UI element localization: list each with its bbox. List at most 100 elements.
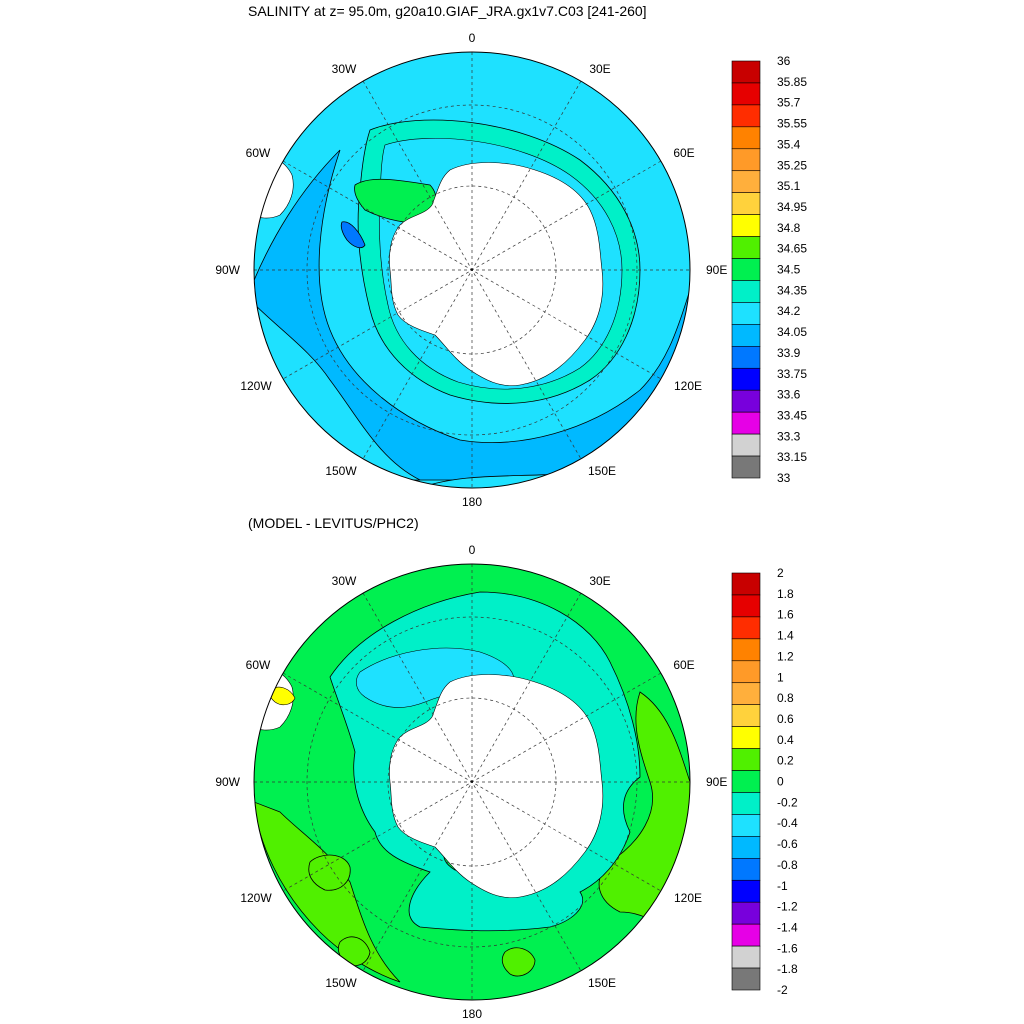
colorbar-label: 1.2 xyxy=(777,649,794,663)
colorbar-label: 33.75 xyxy=(777,367,807,381)
colorbar-label: 33.45 xyxy=(777,408,807,422)
positive-patch-small-3 xyxy=(338,936,371,966)
salinity-map-panel: SALINITY at z= 95.0m, g20a10.GIAF_JRA.gx… xyxy=(215,3,807,509)
colorbar-label: 2 xyxy=(777,566,784,580)
colorbar-swatch xyxy=(731,236,761,259)
colorbar-swatch xyxy=(731,682,761,705)
lon-label-150e: 150E xyxy=(588,464,616,478)
colorbar-swatch xyxy=(731,60,761,84)
longitude-labels: 0 30E 60E 90E 120E 150E 180 150W 120W 90… xyxy=(215,543,727,1021)
colorbar-label: 34.05 xyxy=(777,325,807,339)
colorbar-swatch xyxy=(731,258,761,281)
lon-label-60e: 60E xyxy=(673,658,694,672)
colorbar-label: -0.2 xyxy=(777,795,798,809)
lon-label-30e: 30E xyxy=(589,574,610,588)
colorbar-label: 34.35 xyxy=(777,283,807,297)
colorbar-label: 35.1 xyxy=(777,179,801,193)
colorbar-label: -1.2 xyxy=(777,900,798,914)
colorbar-swatch xyxy=(731,814,761,837)
colorbar-swatch xyxy=(731,638,761,662)
lon-label-0: 0 xyxy=(469,31,476,45)
colorbar-label: 35.4 xyxy=(777,137,801,151)
colorbar-swatch xyxy=(731,726,761,749)
longitude-labels: 0 30E 60E 90E 120E 150E 180 150W 120W 90… xyxy=(215,31,727,509)
colorbar-swatch xyxy=(731,770,761,793)
colorbar-label: 0 xyxy=(777,775,784,789)
colorbar-label: -0.8 xyxy=(777,858,798,872)
map-border xyxy=(253,51,691,489)
colorbar-label: 1.6 xyxy=(777,608,794,622)
lon-label-30w: 30W xyxy=(332,574,357,588)
colorbar-swatch xyxy=(731,104,761,128)
colorbar-swatch xyxy=(731,792,761,815)
colorbar-swatch xyxy=(731,660,761,684)
colorbar-label: 1.4 xyxy=(777,629,794,643)
colorbar-label: 1.8 xyxy=(777,587,794,601)
colorbar-swatch xyxy=(731,945,761,969)
colorbar-label: 34.8 xyxy=(777,221,801,235)
colorbar-swatch xyxy=(731,280,761,303)
colorbar-swatch xyxy=(731,455,761,479)
colorbar-swatch xyxy=(731,967,761,991)
positive-patch-small-2 xyxy=(501,947,536,977)
colorbar-swatch xyxy=(731,433,761,457)
colorbar-swatch xyxy=(731,389,761,413)
fresh-band-pacific xyxy=(254,149,690,481)
lon-label-60w: 60W xyxy=(246,146,271,160)
colorbar-label: -1 xyxy=(777,879,788,893)
lon-label-120e: 120E xyxy=(674,379,702,393)
map-border xyxy=(253,563,691,1001)
salinity-colorbar: 36 35.85 35.7 35.55 35.4 35.25 35.1 34.95 34.8 34… xyxy=(731,54,807,485)
colorbar-label: 33.9 xyxy=(777,346,801,360)
colorbar-label: 0.2 xyxy=(777,754,794,768)
colorbar-label: 1 xyxy=(777,670,784,684)
colorbar-swatch xyxy=(731,324,761,347)
colorbar-label: 34.95 xyxy=(777,200,807,214)
colorbar-swatch xyxy=(731,411,761,435)
colorbar-label: 0.6 xyxy=(777,712,794,726)
positive-patch-small-1 xyxy=(308,854,351,891)
map-title: SALINITY at z= 95.0m, g20a10.GIAF_JRA.gx… xyxy=(248,3,647,19)
colorbar-swatch xyxy=(731,214,761,237)
colorbar-label: 36 xyxy=(777,54,791,68)
colorbar-label: 35.25 xyxy=(777,158,807,172)
antarctica-land xyxy=(389,162,604,386)
lon-label-60e: 60E xyxy=(673,146,694,160)
colorbar-label: 0.4 xyxy=(777,733,794,747)
colorbar-label: 34.5 xyxy=(777,263,801,277)
lon-label-90e: 90E xyxy=(706,775,727,789)
colorbar-label: -0.4 xyxy=(777,816,798,830)
colorbar-label: -2 xyxy=(777,983,788,997)
colorbar-swatch xyxy=(731,302,761,325)
map-title: (MODEL - LEVITUS/PHC2) xyxy=(248,515,419,531)
difference-map-panel: (MODEL - LEVITUS/PHC2) xyxy=(0,512,1024,1024)
colorbar-swatch xyxy=(731,858,761,881)
lon-label-120w: 120W xyxy=(240,891,272,905)
lon-label-120e: 120E xyxy=(674,891,702,905)
colorbar-label: 33.3 xyxy=(777,429,801,443)
peninsula-strip xyxy=(340,221,366,249)
lon-label-90e: 90E xyxy=(706,263,727,277)
colorbar-label: -1.8 xyxy=(777,962,798,976)
colorbar-swatch xyxy=(731,616,761,640)
lon-label-150w: 150W xyxy=(325,464,357,478)
lon-label-90w: 90W xyxy=(215,263,240,277)
lon-label-180: 180 xyxy=(462,1007,482,1021)
colorbar-swatch xyxy=(731,923,761,947)
difference-colorbar: 2 1.8 1.6 1.4 1.2 1 0.8 0.6 0.4 0.2 0 -0.2 -0.4 -0.6 -… xyxy=(731,566,798,997)
lon-label-0: 0 xyxy=(469,543,476,557)
colorbar-label: -0.6 xyxy=(777,837,798,851)
colorbar-swatch xyxy=(731,748,761,771)
colorbar-swatch xyxy=(731,594,761,618)
positive-patch-west xyxy=(254,801,401,983)
colorbar-label: -1.4 xyxy=(777,920,798,934)
colorbar-swatch xyxy=(731,346,761,369)
lon-label-150e: 150E xyxy=(588,976,616,990)
difference-polar-map: 0 30E 60E 90E 120E 150E 180 150W 120W 90… xyxy=(215,543,798,1021)
colorbar-swatch xyxy=(731,901,761,925)
colorbar-label: 34.65 xyxy=(777,242,807,256)
lon-label-30e: 30E xyxy=(589,62,610,76)
colorbar-swatch xyxy=(731,836,761,859)
colorbar-swatch xyxy=(731,126,761,150)
colorbar-label: 33.6 xyxy=(777,388,801,402)
